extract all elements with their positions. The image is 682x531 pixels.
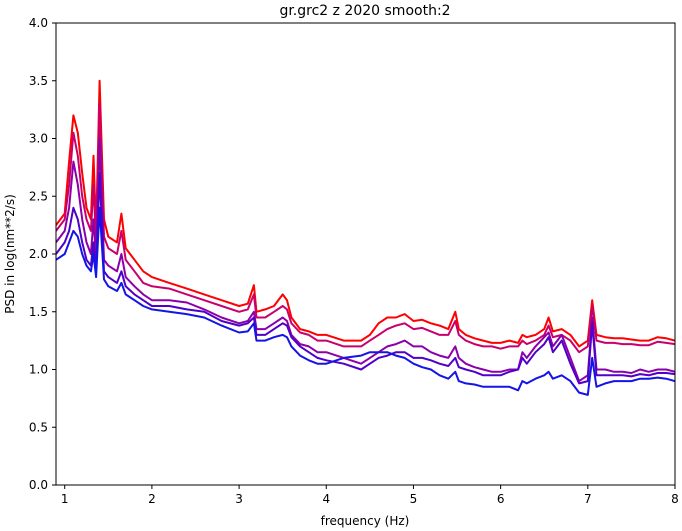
- series-line-4: [56, 206, 675, 396]
- x-tick-label: 6: [497, 492, 505, 506]
- x-tick-label: 7: [584, 492, 592, 506]
- series-layer: [56, 79, 675, 396]
- series-line-2: [56, 137, 675, 383]
- x-tick-label: 4: [322, 492, 330, 506]
- y-tick-label: 3.0: [29, 132, 48, 146]
- x-tick-label: 5: [410, 492, 418, 506]
- series-line-0: [56, 79, 675, 348]
- y-tick-label: 2.0: [29, 247, 48, 261]
- x-tick-label: 8: [671, 492, 679, 506]
- y-tick-label: 0.0: [29, 478, 48, 492]
- series-line-1: [56, 102, 675, 354]
- y-axis-label: PSD in log(nm**2/s): [3, 194, 17, 314]
- x-tick-label: 3: [235, 492, 243, 506]
- y-tick-label: 2.5: [29, 189, 48, 203]
- chart-title: gr.grc2 z 2020 smooth:2: [279, 3, 450, 19]
- x-axis-label: frequency (Hz): [321, 514, 410, 528]
- y-tick-label: 3.5: [29, 74, 48, 88]
- x-tick-label: 1: [61, 492, 69, 506]
- series-line-3: [56, 172, 675, 385]
- y-tick-label: 4.0: [29, 16, 48, 30]
- y-tick-label: 0.5: [29, 420, 48, 434]
- axes-layer: 1 2 3 4 5 6 7 8 0.0 0.5 1.0 1.5 2.0 2.5 3.0 3.5 4.0: [29, 16, 679, 506]
- y-tick-label: 1.0: [29, 363, 48, 377]
- plot-frame: [55, 22, 676, 486]
- x-tick-label: 2: [148, 492, 156, 506]
- y-tick-label: 1.5: [29, 305, 48, 319]
